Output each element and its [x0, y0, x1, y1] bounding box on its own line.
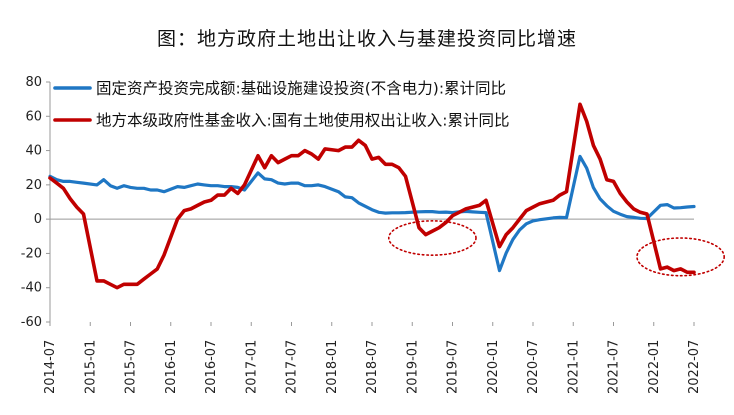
- x-tick-label: 2016-07: [204, 340, 219, 394]
- series-line-2: [48, 102, 696, 290]
- x-tick-label: 2019-07: [446, 340, 461, 394]
- series-line-1: [48, 154, 696, 273]
- y-tick-label: 0: [34, 212, 42, 227]
- y-tick-label: -20: [21, 246, 42, 261]
- y-tick-label: 80: [25, 75, 42, 90]
- legend-label-2: 地方本级政府性基金收入:国有土地使用权出让收入:累计同比: [96, 112, 509, 130]
- y-tick-label: -40: [21, 281, 42, 296]
- y-tick-label: 40: [25, 144, 42, 159]
- x-tick-label: 2022-07: [687, 340, 702, 394]
- series-lines: [48, 102, 696, 290]
- x-tick-label: 2021-07: [607, 340, 622, 394]
- annotations: [387, 220, 725, 277]
- x-tick-label: 2015-07: [124, 340, 139, 394]
- chart-title: 图：地方政府土地出让收入与基建投资同比增速: [156, 28, 577, 50]
- x-tick-label: 2020-01: [486, 340, 501, 394]
- x-tick-label: 2015-01: [83, 340, 98, 394]
- x-tick-label: 2022-01: [647, 340, 662, 394]
- x-tick-label: 2017-07: [285, 340, 300, 394]
- legend-label-1: 固定资产投资完成额:基础设施建设投资(不含电力):累计同比: [96, 80, 506, 98]
- x-tick-label: 2019-01: [405, 340, 420, 394]
- y-tick-label: -60: [21, 315, 42, 330]
- x-tick-label: 2017-01: [244, 340, 259, 394]
- y-tick-label: 60: [25, 109, 42, 124]
- x-tick-label: 2021-01: [566, 340, 581, 394]
- x-tick-label: 2018-07: [365, 340, 380, 394]
- legend: 固定资产投资完成额:基础设施建设投资(不含电力):累计同比地方本级政府性基金收入…: [53, 80, 509, 130]
- x-tick-label: 2016-01: [164, 340, 179, 394]
- highlight-ellipse: [636, 237, 725, 277]
- highlight-ellipse: [387, 220, 477, 256]
- x-tick-label: 2020-07: [526, 340, 541, 394]
- x-tick-label: 2018-01: [325, 340, 340, 394]
- x-tick-label: 2014-07: [43, 340, 58, 394]
- y-tick-label: 20: [25, 178, 42, 193]
